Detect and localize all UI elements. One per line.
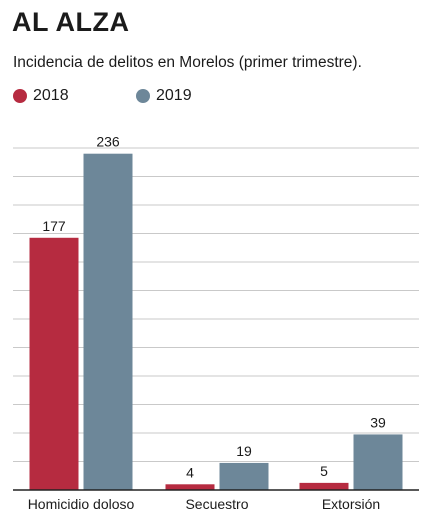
bar-2019-2 — [353, 434, 403, 490]
data-label-2019-2: 39 — [370, 414, 386, 430]
legend-swatch-2018 — [13, 89, 27, 103]
bar-2019-1 — [219, 462, 269, 490]
data-label-2019-0: 236 — [96, 134, 120, 150]
category-label-2: Extorsión — [322, 496, 380, 512]
chart-title: AL ALZA — [12, 7, 130, 37]
bar-2018-1 — [165, 484, 215, 490]
legend-item-2019: 2019 — [136, 86, 192, 106]
bar-2018-0 — [29, 237, 79, 490]
bar-chart: 177 236 Homicidio doloso 4 19 Secuestro 5 39 Ext… — [13, 134, 419, 512]
data-label-2018-1: 4 — [186, 464, 194, 480]
category-label-1: Secuestro — [185, 496, 248, 512]
legend-label-2019: 2019 — [156, 87, 192, 104]
chart-subtitle: Incidencia de delitos en Morelos (primer… — [13, 54, 362, 71]
chart-legend: 2018 2019 — [13, 86, 373, 106]
data-label-2019-1: 19 — [236, 443, 252, 459]
legend-swatch-2019 — [136, 89, 150, 103]
category-label-0: Homicidio doloso — [28, 496, 135, 512]
bar-2019-0 — [83, 153, 133, 490]
legend-item-2018: 2018 — [13, 86, 69, 106]
data-label-2018-0: 177 — [42, 218, 66, 234]
data-label-2018-2: 5 — [320, 463, 328, 479]
legend-label-2018: 2018 — [33, 87, 69, 104]
bar-2018-2 — [299, 482, 349, 490]
